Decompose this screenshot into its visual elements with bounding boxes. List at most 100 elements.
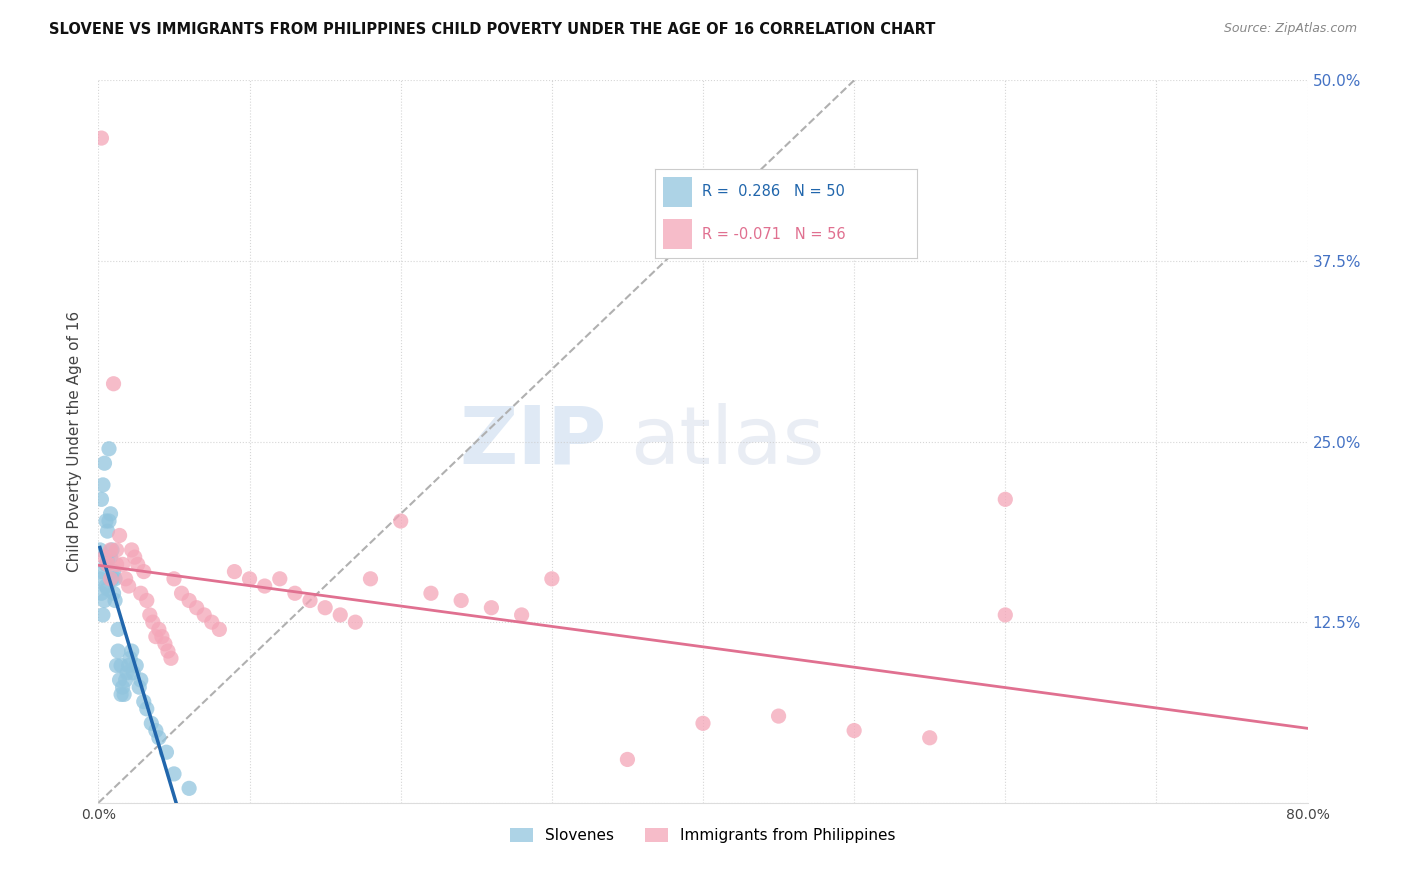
Point bbox=[540, 572, 562, 586]
Point bbox=[450, 593, 472, 607]
Point bbox=[107, 623, 129, 637]
Point bbox=[145, 723, 167, 738]
Point bbox=[239, 572, 262, 586]
Text: R = -0.071   N = 56: R = -0.071 N = 56 bbox=[702, 227, 846, 242]
Point bbox=[170, 586, 193, 600]
Bar bbox=[664, 219, 692, 249]
Point bbox=[112, 687, 135, 701]
Point bbox=[104, 572, 127, 586]
Point bbox=[114, 572, 136, 586]
Point bbox=[90, 492, 112, 507]
Point bbox=[360, 572, 382, 586]
Point bbox=[129, 586, 152, 600]
Point bbox=[110, 687, 132, 701]
Point bbox=[121, 644, 143, 658]
Point bbox=[128, 680, 150, 694]
Point bbox=[90, 565, 112, 579]
Point bbox=[105, 658, 128, 673]
Point bbox=[135, 702, 157, 716]
Point bbox=[253, 579, 276, 593]
Point bbox=[150, 630, 173, 644]
Point bbox=[96, 582, 118, 596]
Point bbox=[122, 665, 145, 680]
Point bbox=[115, 665, 138, 680]
Point bbox=[121, 542, 143, 557]
Point bbox=[692, 716, 714, 731]
Point bbox=[135, 593, 157, 607]
Point bbox=[269, 572, 291, 586]
Point bbox=[344, 615, 367, 630]
Point bbox=[179, 593, 201, 607]
Point bbox=[201, 615, 224, 630]
Point bbox=[163, 767, 186, 781]
Point bbox=[94, 579, 117, 593]
Point bbox=[768, 709, 790, 723]
Point bbox=[510, 607, 533, 622]
Point bbox=[125, 658, 148, 673]
Point bbox=[105, 542, 128, 557]
Point bbox=[139, 607, 162, 622]
Point bbox=[111, 680, 134, 694]
Point bbox=[141, 716, 163, 731]
Point bbox=[208, 623, 231, 637]
Point bbox=[994, 607, 1017, 622]
Point bbox=[108, 528, 131, 542]
Point bbox=[156, 644, 179, 658]
Point bbox=[994, 492, 1017, 507]
Point bbox=[389, 514, 412, 528]
Text: SLOVENE VS IMMIGRANTS FROM PHILIPPINES CHILD POVERTY UNDER THE AGE OF 16 CORRELA: SLOVENE VS IMMIGRANTS FROM PHILIPPINES C… bbox=[49, 22, 935, 37]
Text: R =  0.286   N = 50: R = 0.286 N = 50 bbox=[702, 184, 845, 199]
Point bbox=[132, 565, 155, 579]
Point bbox=[329, 607, 352, 622]
Point bbox=[118, 579, 141, 593]
Point bbox=[108, 673, 131, 687]
Point bbox=[93, 456, 115, 470]
Point bbox=[616, 752, 638, 766]
Point bbox=[155, 745, 177, 759]
Point bbox=[111, 558, 134, 572]
Point bbox=[124, 550, 146, 565]
Point bbox=[103, 565, 125, 579]
Point bbox=[160, 651, 183, 665]
Point bbox=[918, 731, 941, 745]
Point bbox=[90, 131, 112, 145]
Point bbox=[100, 572, 122, 586]
Point bbox=[145, 630, 167, 644]
Point bbox=[148, 623, 170, 637]
Point bbox=[107, 644, 129, 658]
Text: atlas: atlas bbox=[630, 402, 825, 481]
Point bbox=[186, 600, 208, 615]
Point bbox=[96, 524, 118, 538]
Point bbox=[101, 572, 124, 586]
Point bbox=[91, 607, 114, 622]
Point bbox=[420, 586, 443, 600]
Point bbox=[96, 558, 118, 572]
Point bbox=[90, 586, 112, 600]
Point bbox=[100, 507, 122, 521]
Point bbox=[91, 478, 114, 492]
Point bbox=[96, 553, 118, 567]
Point bbox=[89, 572, 111, 586]
Bar bbox=[664, 177, 692, 207]
Point bbox=[120, 651, 142, 665]
Point bbox=[163, 572, 186, 586]
Point bbox=[114, 673, 136, 687]
Legend: Slovenes, Immigrants from Philippines: Slovenes, Immigrants from Philippines bbox=[505, 822, 901, 849]
Point bbox=[101, 542, 124, 557]
Text: ZIP: ZIP bbox=[458, 402, 606, 481]
Point bbox=[193, 607, 215, 622]
Point bbox=[118, 658, 141, 673]
Point bbox=[224, 565, 246, 579]
Point bbox=[299, 593, 322, 607]
Point bbox=[93, 550, 115, 565]
Point bbox=[98, 442, 121, 456]
Point bbox=[153, 637, 176, 651]
Point bbox=[103, 586, 125, 600]
Point bbox=[127, 558, 149, 572]
Point bbox=[179, 781, 201, 796]
Point bbox=[148, 731, 170, 745]
Point bbox=[103, 376, 125, 391]
Point bbox=[110, 658, 132, 673]
Point bbox=[100, 542, 122, 557]
Point bbox=[844, 723, 866, 738]
